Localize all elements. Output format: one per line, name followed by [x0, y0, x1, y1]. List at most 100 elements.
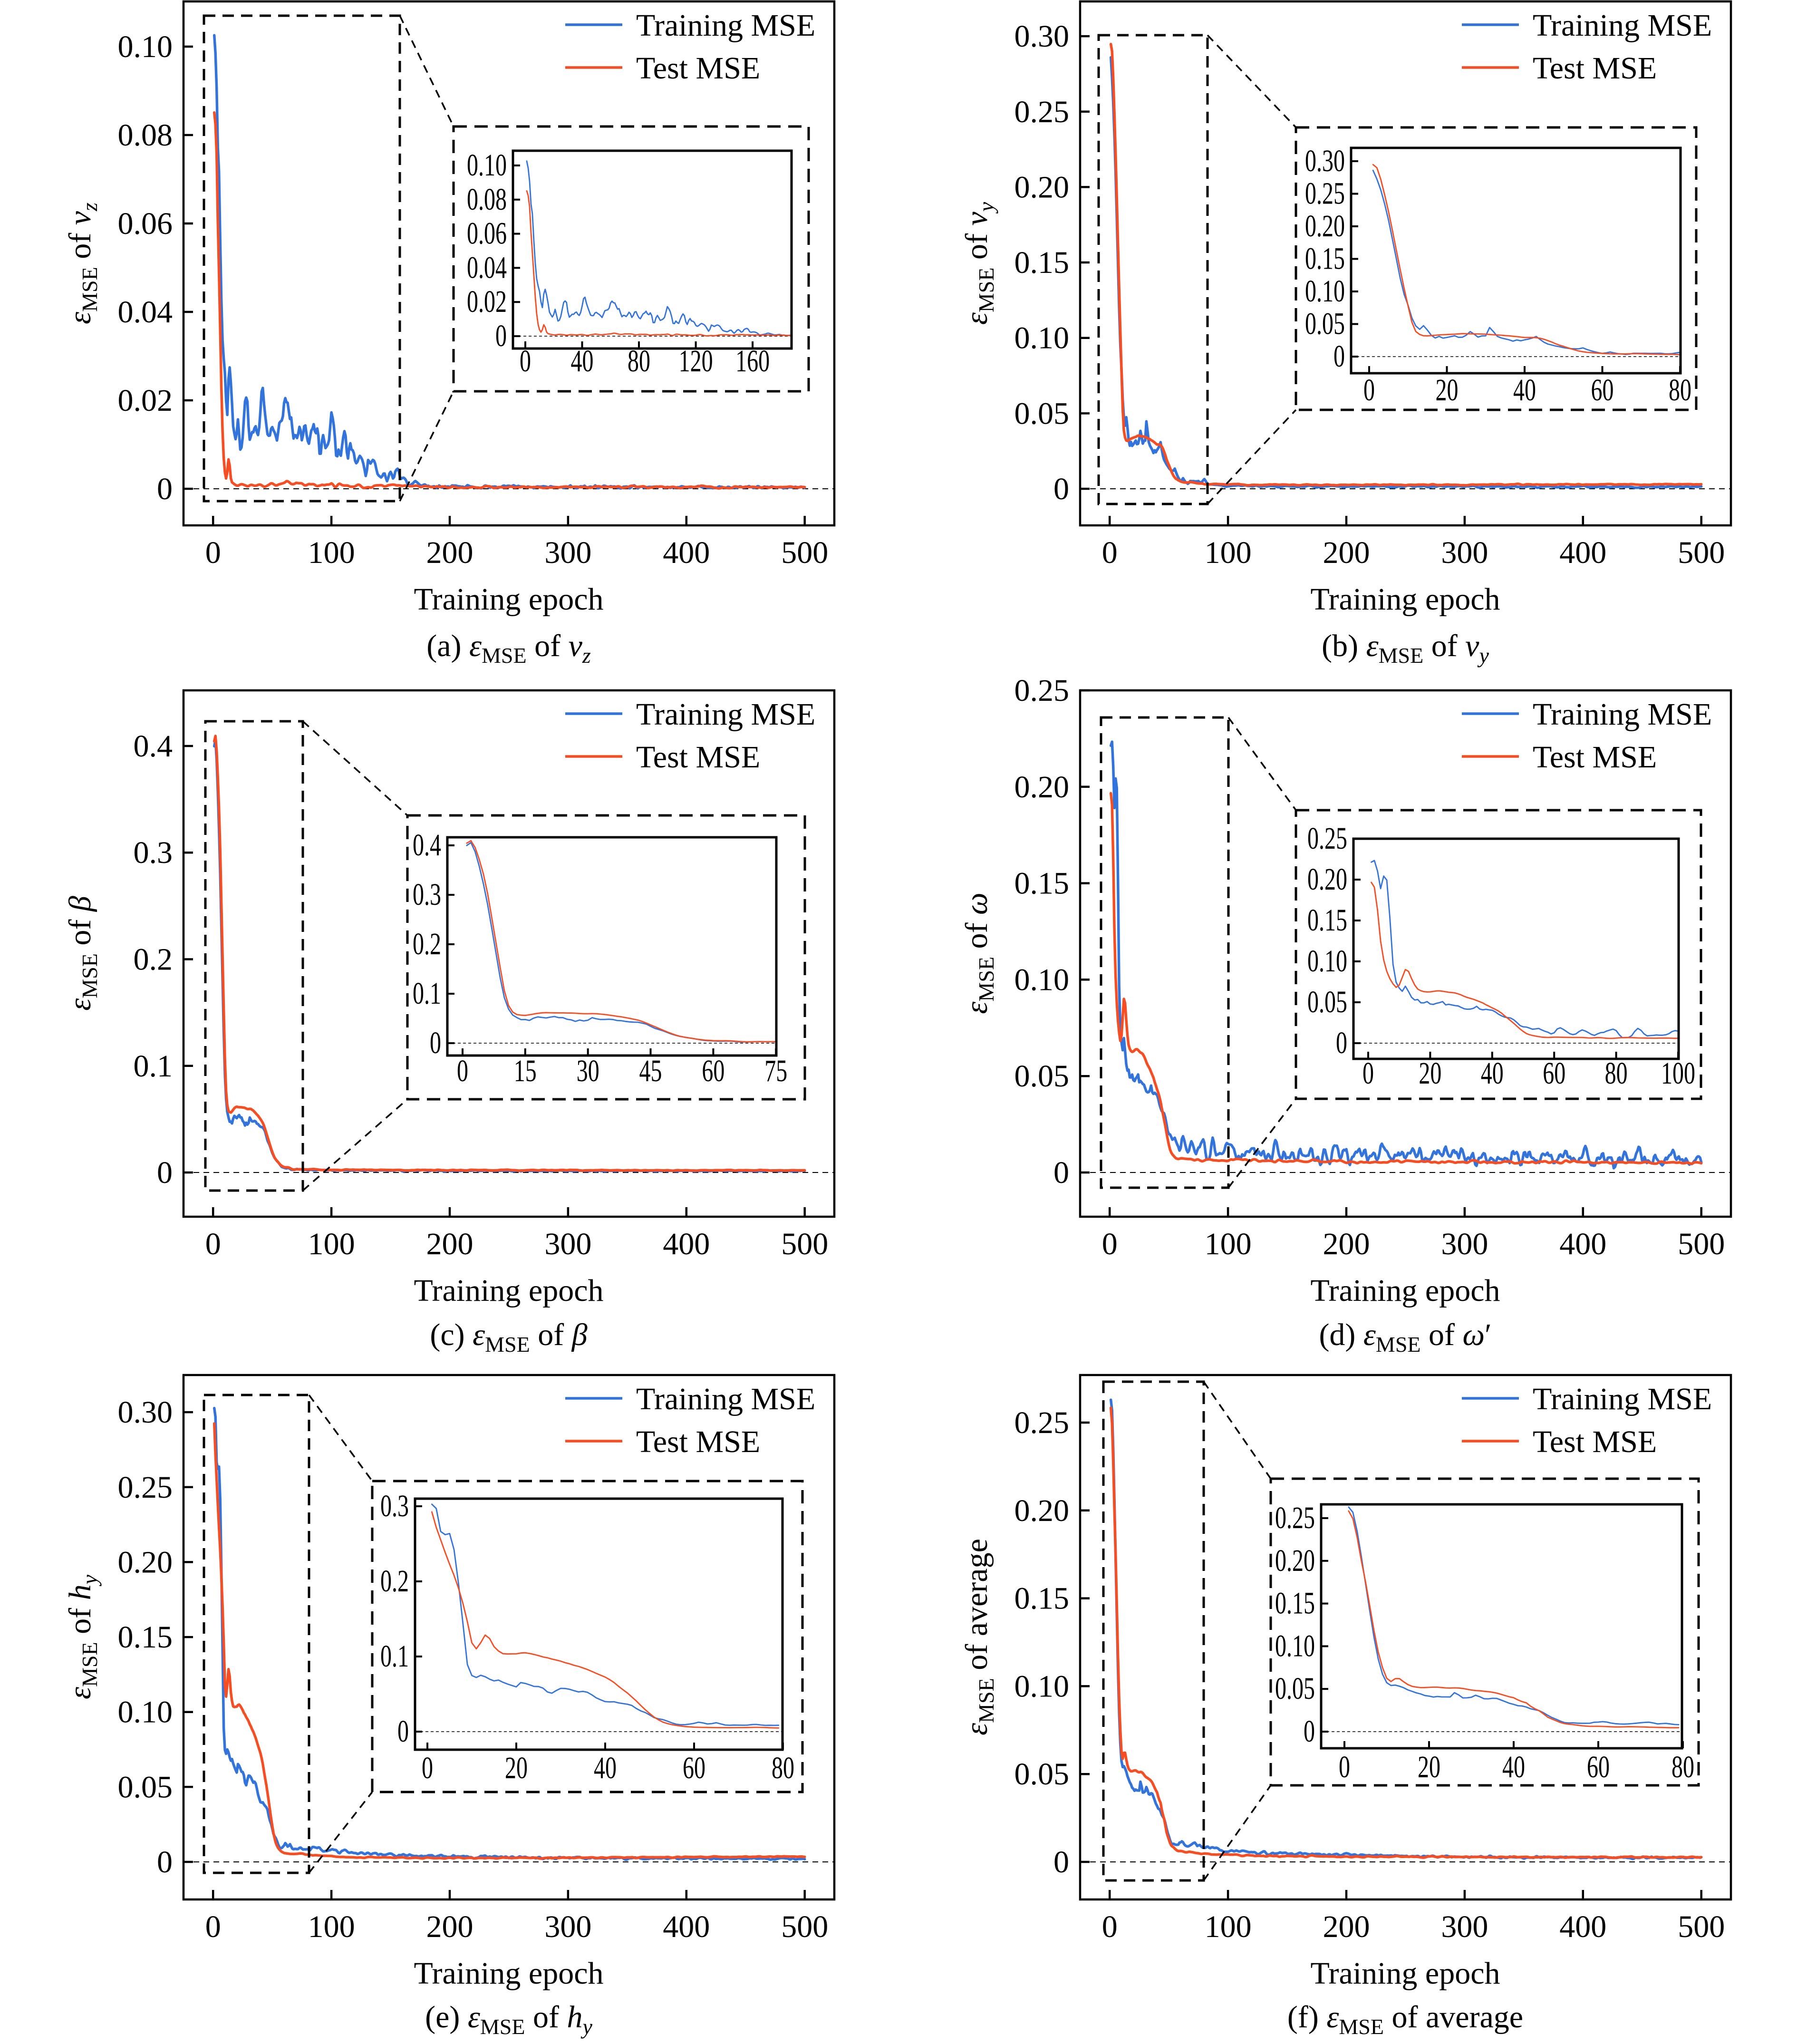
svg-text:0.20: 0.20	[1307, 862, 1347, 897]
svg-text:0.04: 0.04	[118, 295, 173, 329]
svg-text:30: 30	[577, 1054, 599, 1088]
svg-text:40: 40	[1513, 373, 1536, 407]
svg-text:200: 200	[426, 1227, 473, 1261]
svg-text:0.1: 0.1	[413, 976, 441, 1011]
svg-text:20: 20	[1419, 1056, 1441, 1091]
svg-text:0: 0	[205, 535, 221, 570]
svg-text:0.15: 0.15	[1305, 242, 1345, 276]
svg-text:εMSE​ of ω: εMSE​ of ω	[959, 892, 998, 1014]
svg-text:0.20: 0.20	[1275, 1543, 1315, 1578]
svg-text:200: 200	[1323, 1909, 1370, 1944]
svg-text:120: 120	[679, 344, 713, 378]
svg-text:500: 500	[781, 1227, 828, 1261]
svg-text:200: 200	[1323, 535, 1370, 570]
svg-text:75: 75	[764, 1054, 787, 1088]
svg-text:Test MSE: Test MSE	[1533, 51, 1657, 86]
svg-text:0.10: 0.10	[1275, 1628, 1315, 1663]
svg-text:0.15: 0.15	[1014, 866, 1070, 901]
svg-text:0.25: 0.25	[1305, 176, 1345, 211]
svg-text:300: 300	[1441, 535, 1488, 570]
svg-text:100: 100	[1205, 535, 1252, 570]
svg-text:Training MSE: Training MSE	[636, 697, 815, 732]
svg-text:0.05: 0.05	[1275, 1671, 1315, 1706]
svg-text:0.10: 0.10	[1014, 321, 1070, 356]
svg-text:400: 400	[1559, 1909, 1606, 1944]
svg-text:Training epoch: Training epoch	[1310, 1273, 1500, 1308]
svg-text:0.20: 0.20	[1014, 170, 1070, 204]
svg-text:500: 500	[781, 1909, 828, 1944]
svg-text:0.20: 0.20	[1305, 209, 1345, 243]
svg-text:0: 0	[1339, 1750, 1350, 1784]
svg-text:0.25: 0.25	[1014, 95, 1070, 129]
svg-text:0: 0	[205, 1909, 221, 1944]
svg-text:300: 300	[544, 1227, 591, 1261]
svg-text:300: 300	[1441, 1909, 1488, 1944]
svg-text:100: 100	[1661, 1056, 1695, 1091]
svg-text:300: 300	[544, 535, 591, 570]
svg-text:0: 0	[157, 1155, 173, 1190]
svg-text:0.08: 0.08	[118, 118, 173, 153]
svg-text:0: 0	[1053, 1155, 1069, 1190]
svg-text:60: 60	[1543, 1056, 1565, 1091]
svg-text:0.30: 0.30	[1305, 144, 1345, 178]
svg-text:0: 0	[1333, 339, 1345, 374]
svg-text:0: 0	[495, 319, 507, 353]
svg-text:160: 160	[735, 344, 770, 378]
svg-text:40: 40	[594, 1751, 617, 1785]
svg-text:0.10: 0.10	[118, 1695, 173, 1730]
svg-text:0.05: 0.05	[1014, 1757, 1070, 1792]
svg-text:0: 0	[422, 1751, 433, 1785]
svg-text:0.02: 0.02	[118, 383, 173, 418]
svg-text:200: 200	[426, 535, 473, 570]
svg-text:0.05: 0.05	[1014, 1059, 1070, 1094]
svg-text:0.10: 0.10	[118, 29, 173, 64]
svg-text:80: 80	[1605, 1056, 1628, 1091]
svg-text:0: 0	[1362, 1056, 1374, 1091]
svg-text:Training epoch: Training epoch	[414, 1956, 603, 1991]
svg-text:0.25: 0.25	[1014, 1405, 1070, 1440]
svg-text:Training MSE: Training MSE	[636, 8, 815, 43]
svg-text:Training MSE: Training MSE	[1533, 1382, 1712, 1416]
svg-text:Training MSE: Training MSE	[636, 1382, 815, 1416]
svg-text:0: 0	[1102, 535, 1118, 570]
svg-text:0.10: 0.10	[1014, 1669, 1070, 1704]
svg-text:0: 0	[1053, 472, 1069, 506]
svg-text:0: 0	[1102, 1909, 1118, 1944]
svg-text:0.10: 0.10	[1014, 962, 1070, 997]
svg-text:0.15: 0.15	[1014, 1581, 1070, 1616]
svg-text:Test MSE: Test MSE	[1533, 1424, 1657, 1459]
svg-text:εMSE​ of vy​: εMSE​ of vy​	[959, 202, 998, 325]
svg-text:0: 0	[205, 1227, 221, 1261]
svg-text:0.2: 0.2	[134, 942, 173, 977]
svg-text:0.10: 0.10	[1307, 944, 1347, 978]
svg-text:0.25: 0.25	[118, 1470, 173, 1505]
svg-text:0.30: 0.30	[1014, 19, 1070, 54]
svg-text:500: 500	[1678, 1227, 1725, 1261]
svg-text:Training epoch: Training epoch	[1310, 1956, 1500, 1991]
svg-text:εMSE​ of β: εMSE​ of β	[63, 896, 102, 1011]
svg-text:0.20: 0.20	[118, 1545, 173, 1579]
svg-text:0.15: 0.15	[1014, 245, 1070, 280]
svg-text:0.4: 0.4	[413, 828, 441, 862]
svg-text:Test MSE: Test MSE	[636, 1424, 760, 1459]
svg-text:(a) εMSE​ of vz​: (a) εMSE​ of vz​	[426, 629, 591, 668]
svg-text:300: 300	[1441, 1227, 1488, 1261]
svg-text:100: 100	[308, 535, 355, 570]
svg-text:0.25: 0.25	[1275, 1501, 1315, 1535]
svg-text:300: 300	[544, 1909, 591, 1944]
svg-text:0.08: 0.08	[467, 182, 507, 217]
svg-text:400: 400	[1559, 1227, 1606, 1261]
svg-text:(d) εMSE​ of ω′: (d) εMSE​ of ω′	[1319, 1317, 1491, 1356]
svg-text:400: 400	[663, 1909, 710, 1944]
svg-text:15: 15	[514, 1054, 537, 1088]
svg-text:0.20: 0.20	[1014, 770, 1070, 804]
svg-text:εMSE​ of vz​: εMSE​ of vz​	[63, 203, 102, 324]
svg-text:0.30: 0.30	[118, 1395, 173, 1430]
svg-text:Test MSE: Test MSE	[1533, 740, 1657, 775]
svg-text:0.05: 0.05	[1014, 396, 1070, 431]
svg-text:0: 0	[457, 1054, 468, 1088]
svg-text:0.1: 0.1	[134, 1049, 173, 1084]
svg-text:εMSE​ of average: εMSE​ of average	[959, 1539, 998, 1735]
svg-text:Training epoch: Training epoch	[414, 582, 603, 617]
svg-text:0.06: 0.06	[118, 206, 173, 241]
